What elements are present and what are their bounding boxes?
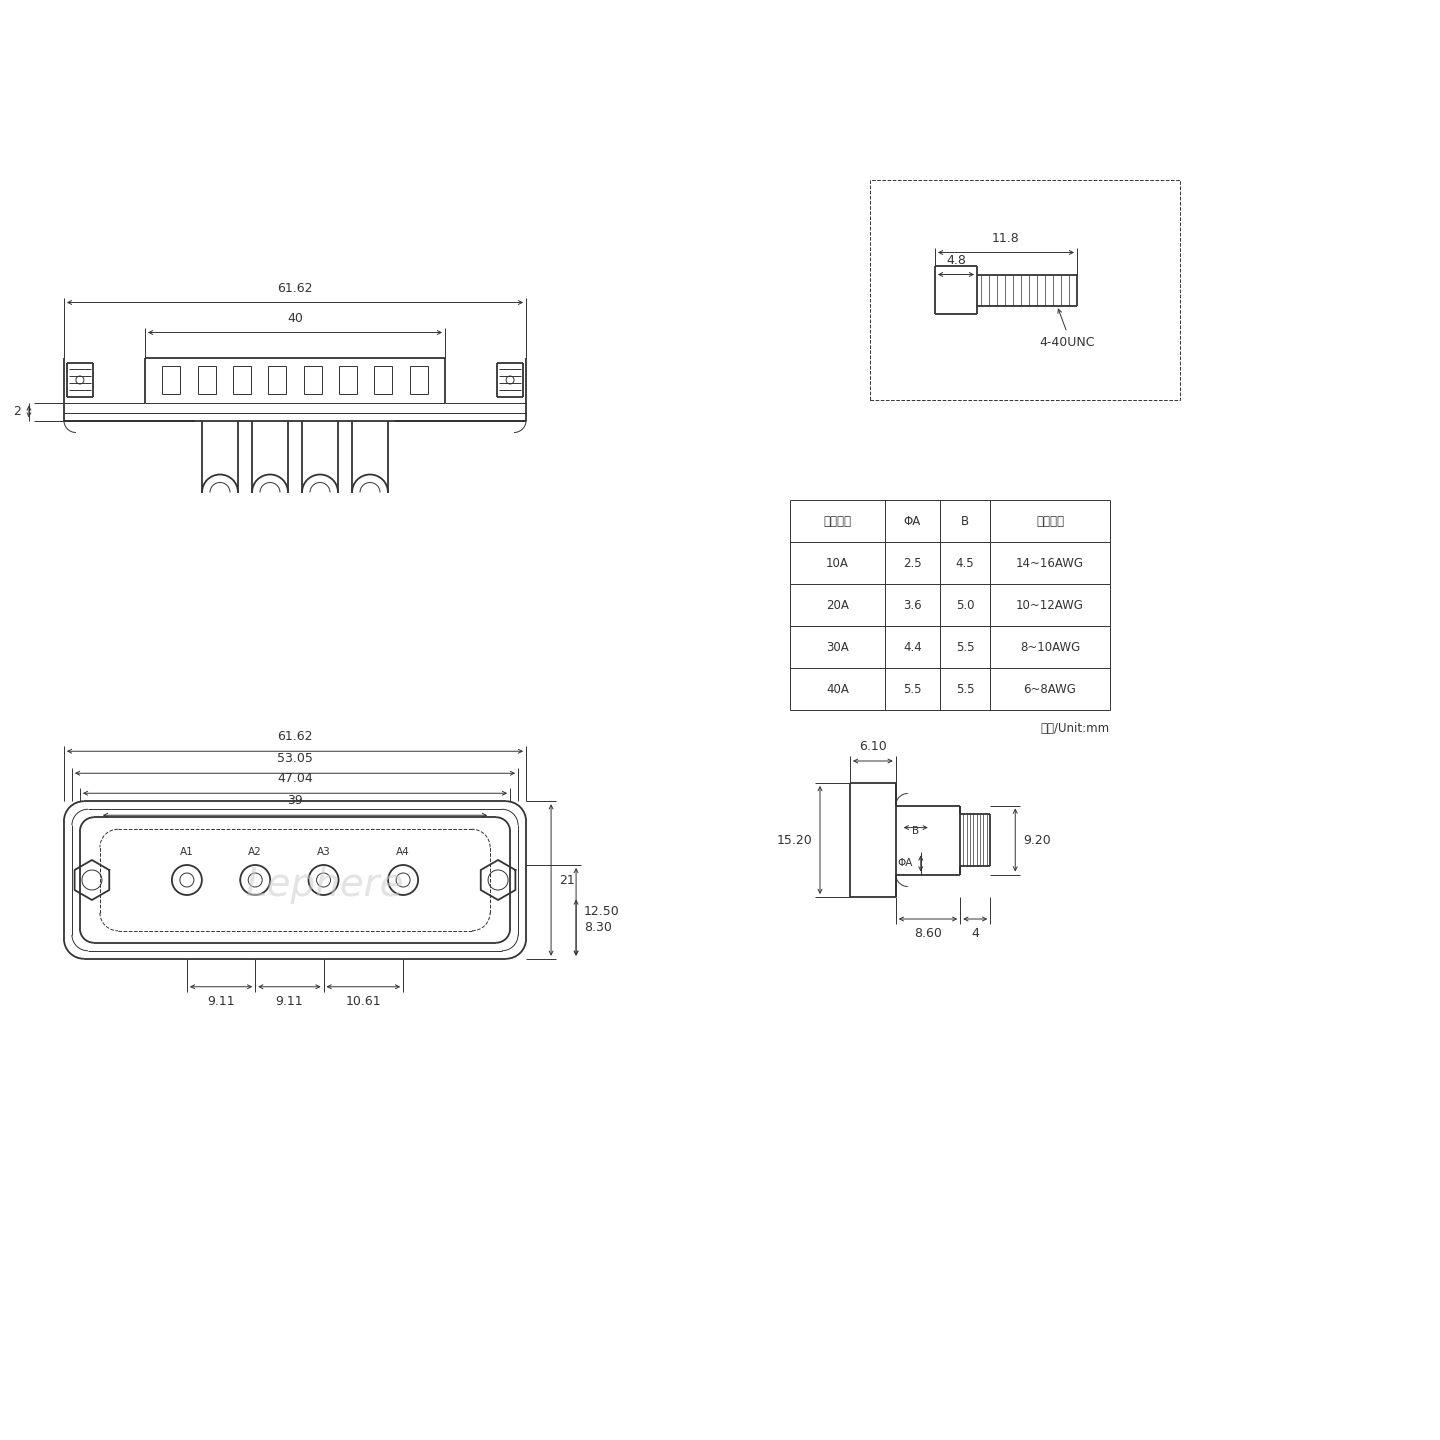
- Text: 14~16AWG: 14~16AWG: [1017, 556, 1084, 569]
- Text: A1: A1: [180, 847, 194, 857]
- Text: 10~12AWG: 10~12AWG: [1017, 599, 1084, 612]
- Text: 39: 39: [287, 795, 302, 808]
- Text: 30A: 30A: [827, 641, 848, 654]
- Text: A4: A4: [396, 847, 410, 857]
- Text: 12.50: 12.50: [585, 906, 619, 919]
- Bar: [197, 366, 216, 395]
- Text: 线材规格: 线材规格: [1035, 514, 1064, 527]
- Bar: [233, 366, 251, 395]
- Text: 21: 21: [559, 874, 575, 887]
- Text: B: B: [912, 825, 919, 835]
- Text: A2: A2: [248, 847, 262, 857]
- Text: ΦA: ΦA: [897, 858, 913, 868]
- Bar: [409, 366, 428, 395]
- Text: 单位/Unit:mm: 单位/Unit:mm: [1041, 721, 1110, 734]
- Text: 4-40UNC: 4-40UNC: [1040, 336, 1094, 348]
- Text: 5.5: 5.5: [956, 683, 975, 696]
- Bar: [374, 366, 392, 395]
- Text: 61.62: 61.62: [278, 281, 312, 295]
- Text: 4.5: 4.5: [956, 556, 975, 569]
- Text: 8.30: 8.30: [585, 922, 612, 935]
- Text: 4.4: 4.4: [903, 641, 922, 654]
- Text: 2.5: 2.5: [903, 556, 922, 569]
- Text: 40A: 40A: [827, 683, 850, 696]
- Text: 15.20: 15.20: [776, 834, 812, 847]
- Text: B: B: [960, 514, 969, 527]
- Text: 11.8: 11.8: [992, 232, 1020, 245]
- Text: 5.5: 5.5: [956, 641, 975, 654]
- Text: 9.11: 9.11: [207, 995, 235, 1008]
- Text: 3.6: 3.6: [903, 599, 922, 612]
- Text: 9.11: 9.11: [275, 995, 304, 1008]
- Bar: [304, 366, 321, 395]
- Text: 4.8: 4.8: [946, 253, 966, 266]
- Text: 6.10: 6.10: [860, 740, 887, 753]
- Text: 5.0: 5.0: [956, 599, 975, 612]
- Text: 53.05: 53.05: [276, 752, 312, 765]
- Text: A3: A3: [317, 847, 330, 857]
- Text: 8.60: 8.60: [914, 927, 942, 940]
- Bar: [163, 366, 180, 395]
- Text: ΦA: ΦA: [904, 514, 922, 527]
- Text: 20A: 20A: [827, 599, 850, 612]
- Text: 4: 4: [972, 927, 979, 940]
- Text: 40: 40: [287, 311, 302, 324]
- Text: 6~8AWG: 6~8AWG: [1024, 683, 1077, 696]
- Text: 9.20: 9.20: [1024, 834, 1051, 847]
- Text: 8~10AWG: 8~10AWG: [1020, 641, 1080, 654]
- Bar: [338, 366, 357, 395]
- Text: 10.61: 10.61: [346, 995, 382, 1008]
- Bar: [268, 366, 287, 395]
- Text: Lephere: Lephere: [246, 865, 405, 904]
- Text: 2: 2: [13, 405, 22, 418]
- Text: 5.5: 5.5: [903, 683, 922, 696]
- Text: 61.62: 61.62: [278, 730, 312, 743]
- Bar: [870, 180, 1179, 400]
- Text: 额定电流: 额定电流: [824, 514, 851, 527]
- Text: 10A: 10A: [827, 556, 850, 569]
- Text: 47.04: 47.04: [276, 772, 312, 785]
